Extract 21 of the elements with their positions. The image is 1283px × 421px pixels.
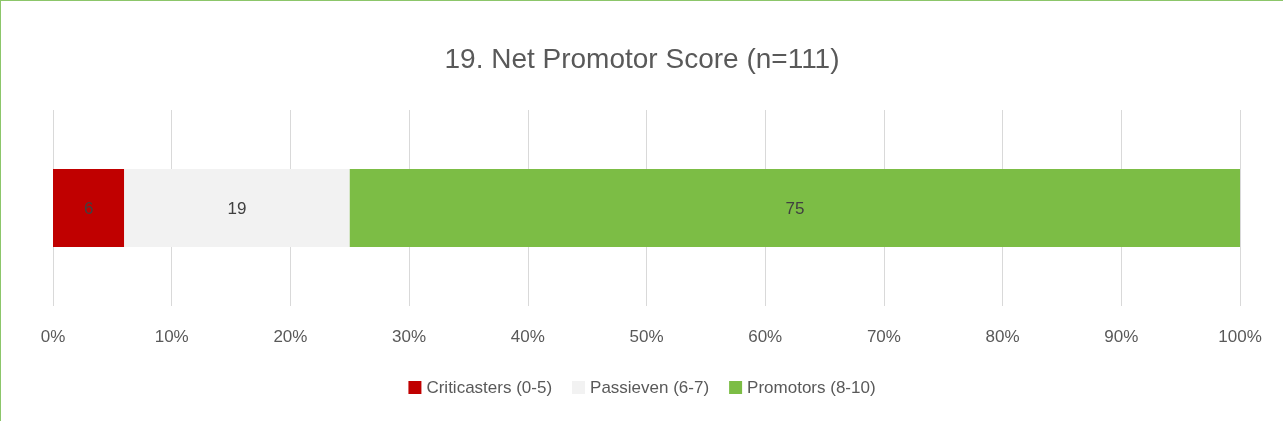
data-label: 19 — [227, 198, 247, 218]
x-tick-label: 40% — [510, 327, 545, 346]
legend-label: Criticasters (0-5) — [426, 378, 553, 397]
data-label: 75 — [785, 198, 805, 218]
x-tick-label: 70% — [866, 327, 901, 346]
x-tick-label: 100% — [1218, 327, 1262, 346]
bar — [349, 169, 1240, 247]
x-tick-label: 10% — [154, 327, 189, 346]
x-tick-label: 30% — [392, 327, 427, 346]
chart-title: 19. Net Promotor Score (n=111) — [444, 42, 840, 74]
x-tick-label: 80% — [985, 327, 1020, 346]
x-tick-label: 90% — [1104, 327, 1139, 346]
legend-label: Promotors (8-10) — [747, 378, 876, 397]
x-tick-label: 0% — [40, 327, 66, 346]
data-label: 6 — [83, 198, 94, 218]
x-tick-label: 60% — [748, 327, 783, 346]
legend-label: Passieven (6-7) — [590, 378, 710, 397]
x-tick-label: 20% — [273, 327, 308, 346]
bar — [53, 169, 125, 247]
x-tick-label: 50% — [629, 327, 664, 346]
bar — [124, 169, 350, 247]
